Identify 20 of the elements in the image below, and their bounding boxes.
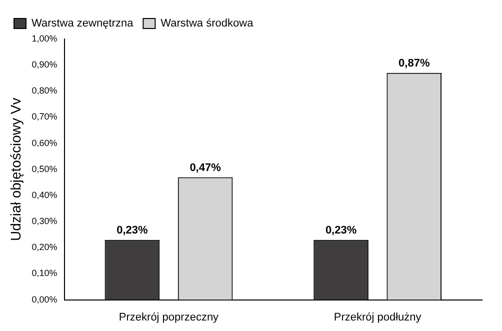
data-label: 0,87% bbox=[398, 57, 430, 70]
x-tick-label: Przekrój poprzeczny bbox=[118, 311, 220, 324]
y-tick-label: 0,00% bbox=[32, 294, 58, 304]
y-tick-label: 1,00% bbox=[32, 33, 58, 44]
x-tick-label: Przekrój podłużny bbox=[334, 311, 422, 324]
data-label: 0,23% bbox=[325, 224, 357, 236]
y-tick-label: 0,50% bbox=[32, 164, 58, 174]
y-tick-label: 0,10% bbox=[32, 268, 58, 278]
y-tick-label: 0,90% bbox=[32, 60, 58, 70]
y-axis-title: Udział objętościowy Vv bbox=[7, 98, 24, 241]
y-tick-label: 0,20% bbox=[32, 242, 58, 252]
y-tick-label: 0,30% bbox=[32, 216, 58, 226]
legend-label: Warstwa zewnętrzna bbox=[32, 18, 134, 30]
y-tick-label: 0,70% bbox=[32, 112, 58, 122]
y-tick-label: 0,80% bbox=[32, 86, 58, 96]
legend-label: Warstwa środkowa bbox=[160, 18, 254, 30]
y-tick-label: 0,60% bbox=[32, 138, 58, 148]
data-label: 0,23% bbox=[116, 224, 148, 236]
y-tick-label: 0,40% bbox=[32, 190, 58, 200]
data-label: 0,47% bbox=[190, 162, 222, 174]
